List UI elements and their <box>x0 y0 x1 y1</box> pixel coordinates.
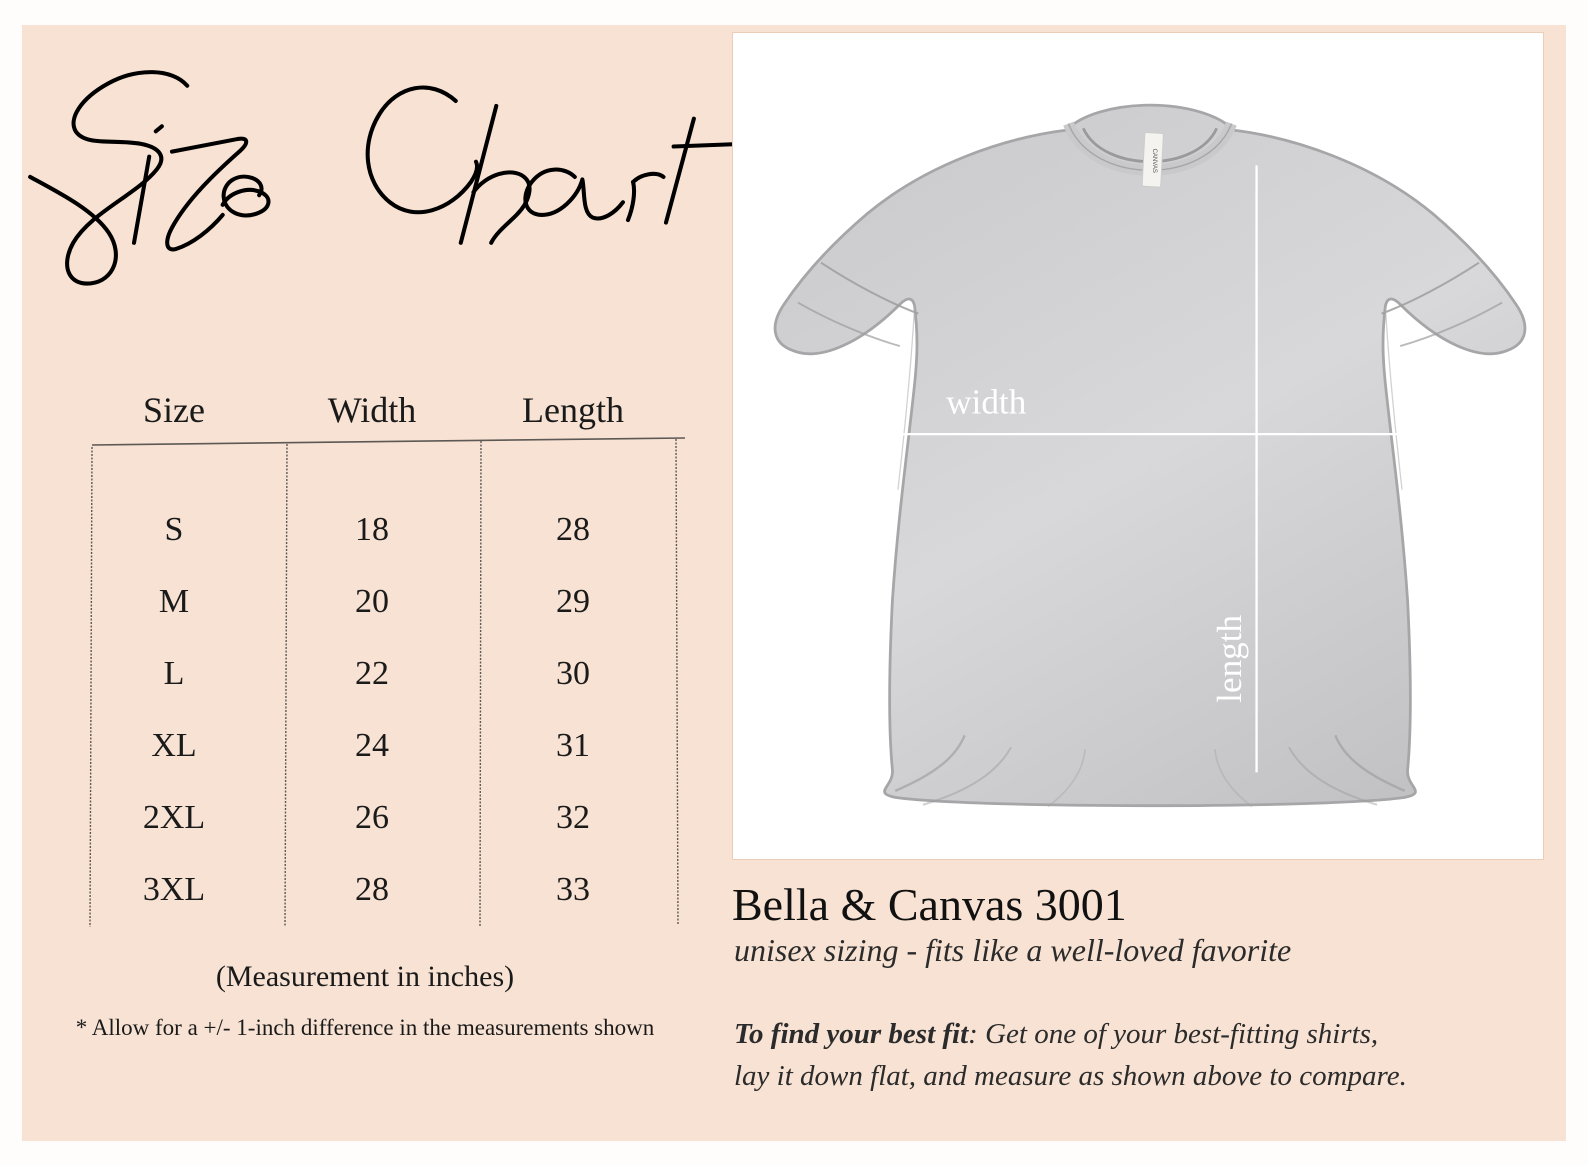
svg-text:CANVAS: CANVAS <box>1151 149 1157 173</box>
svg-text:width: width <box>946 383 1027 422</box>
svg-text:length: length <box>1210 614 1249 702</box>
